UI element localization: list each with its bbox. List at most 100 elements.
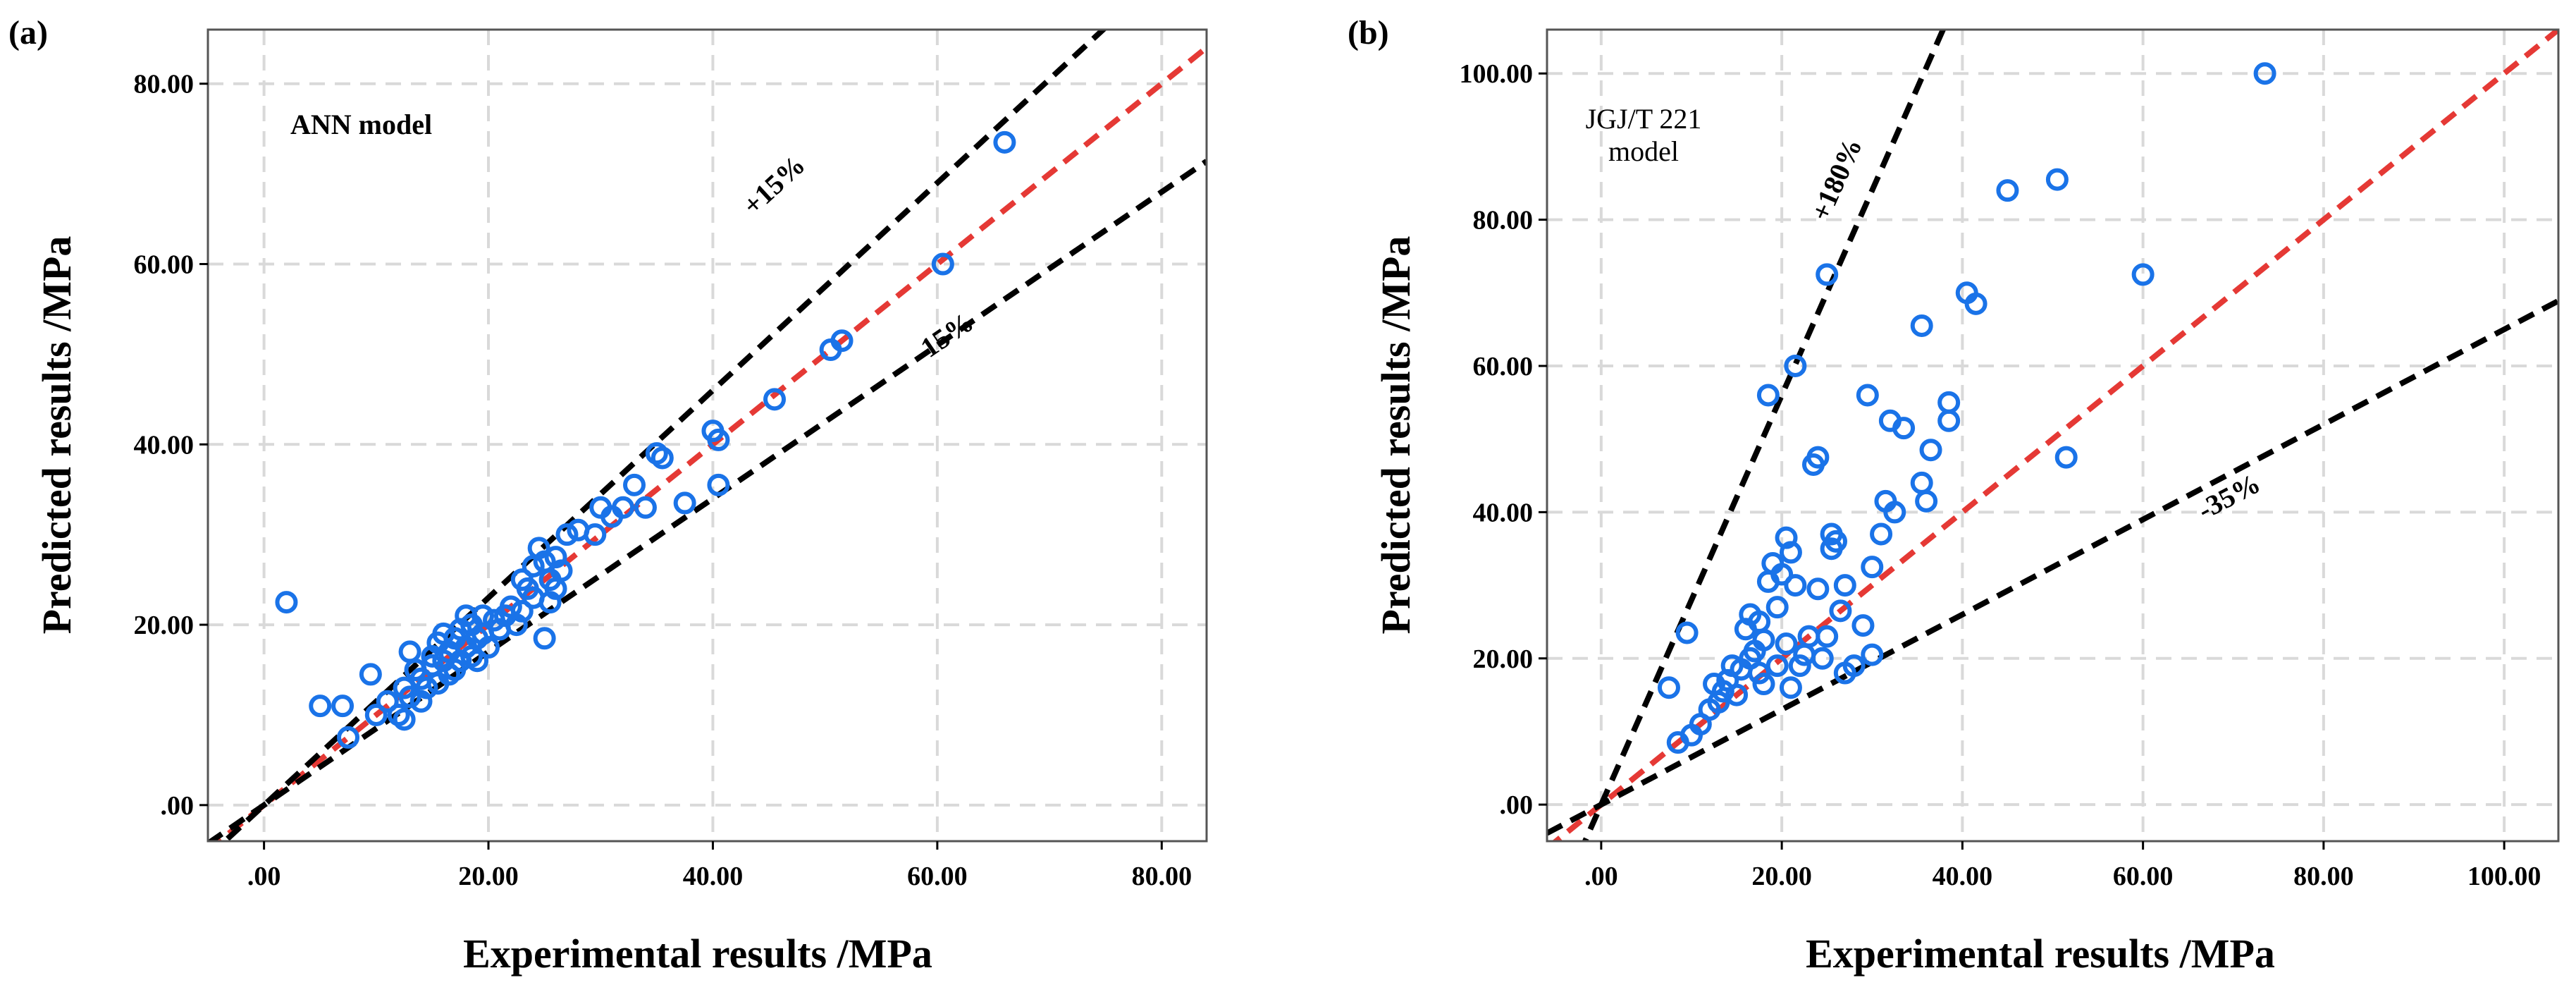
reference-line-lower [208,159,1207,841]
data-point [707,473,730,496]
data-point [550,559,573,582]
y-axis-title: Predicted results /MPa [1373,236,1419,635]
data-point [1788,654,1811,678]
data-point [309,695,332,718]
data-point [364,703,388,726]
data-point [1811,647,1834,670]
data-point [2253,62,2276,85]
data-point [1856,384,1879,407]
y-tick-label: 100.00 [1460,59,1534,89]
data-point [1752,628,1775,651]
data-point [533,627,556,650]
x-tick-label: 40.00 [683,862,744,891]
panel-label: (b) [1348,14,1389,51]
data-point [1806,446,1830,469]
data-point [337,726,360,749]
data-point [1910,314,1933,337]
data-point [510,599,534,623]
data-point [393,708,416,731]
y-tick-label: .00 [1500,790,1534,820]
reference-line-equality [1551,30,2558,841]
y-tick-label: 60.00 [134,250,195,280]
data-point [466,649,489,673]
data-point [1657,676,1680,699]
data-point [1816,263,1839,286]
data-point [555,523,579,546]
x-tick-label: 80.00 [2293,862,2354,891]
data-point [1675,621,1699,644]
data-point [415,676,438,699]
reference-line-label: +15% [737,149,811,221]
reference-line-label: +180% [1804,133,1868,226]
data-point [1752,673,1775,696]
data-point [931,252,954,276]
data-point [2054,446,2078,469]
y-tick-label: 80.00 [1473,206,1534,235]
y-tick-label: 80.00 [134,70,195,99]
reference-line-label: -35% [2193,467,2266,525]
data-point [1883,501,1906,524]
data-point [612,496,635,519]
x-axis-title: Experimental results /MPa [463,931,932,977]
data-point [1775,632,1798,656]
data-point [1784,574,1807,597]
data-point [584,523,607,546]
data-point [1861,556,1884,579]
panel-label: (a) [8,14,48,51]
panel-a: +15% -15% .00 20.00 40.00 60.00 80.00 .00 20.00 4… [8,14,1208,977]
y-tick-label: 40.00 [134,430,195,460]
data-point [993,130,1016,154]
plot-frame [1546,28,2560,843]
data-point [1765,596,1789,619]
data-point [623,473,646,496]
data-point [1779,676,1802,699]
data-point [1779,541,1802,564]
data-point [331,695,355,718]
data-point [1996,179,2019,202]
data-point [1892,417,1916,440]
data-point [1964,292,1988,315]
model-label: JGJ/T 221 [1586,103,1702,135]
data-point [634,496,657,519]
reference-lines [208,30,1207,841]
data-point [1707,690,1730,714]
y-tick-label: 20.00 [1473,644,1534,674]
reference-lines [1547,30,2558,841]
data-point [359,663,382,686]
x-tick-label: 20.00 [1751,862,1812,891]
x-tick-label: .00 [1584,862,1618,891]
data-point [398,685,421,709]
reference-line-upper [1582,30,1947,841]
x-tick-label: 60.00 [907,862,968,891]
model-label: ANN model [290,109,432,140]
data-point [1756,384,1780,407]
y-tick-label: 40.00 [1473,498,1534,527]
data-point [1711,680,1734,703]
data-point [1806,577,1830,601]
data-point [651,446,674,470]
data-point [1765,654,1789,678]
data-point [707,428,730,451]
x-tick-label: 80.00 [1132,862,1193,891]
data-point [376,690,399,713]
data-point [1870,522,1893,546]
y-tick-label: 60.00 [1473,352,1534,381]
data-point [1816,625,1839,648]
plot-frame [207,28,1208,843]
x-tick-label: 100.00 [2467,862,2541,891]
y-axis-title: Predicted results /MPa [34,236,80,635]
panel-b: +180% -35% .00 20.00 40.00 60.00 80.00 100.00 .0… [1348,14,2560,977]
data-point [477,636,500,659]
data-point [1910,471,1933,494]
data-point [2131,263,2155,286]
data-point [830,329,853,353]
data-points [275,130,1016,749]
data-point [1861,643,1884,666]
data-point [1937,409,1961,432]
reference-line-label: -15% [907,306,979,369]
data-point [1937,391,1961,414]
data-point [1825,530,1847,553]
data-point [1784,354,1807,377]
reference-line-lower [1547,298,2558,836]
